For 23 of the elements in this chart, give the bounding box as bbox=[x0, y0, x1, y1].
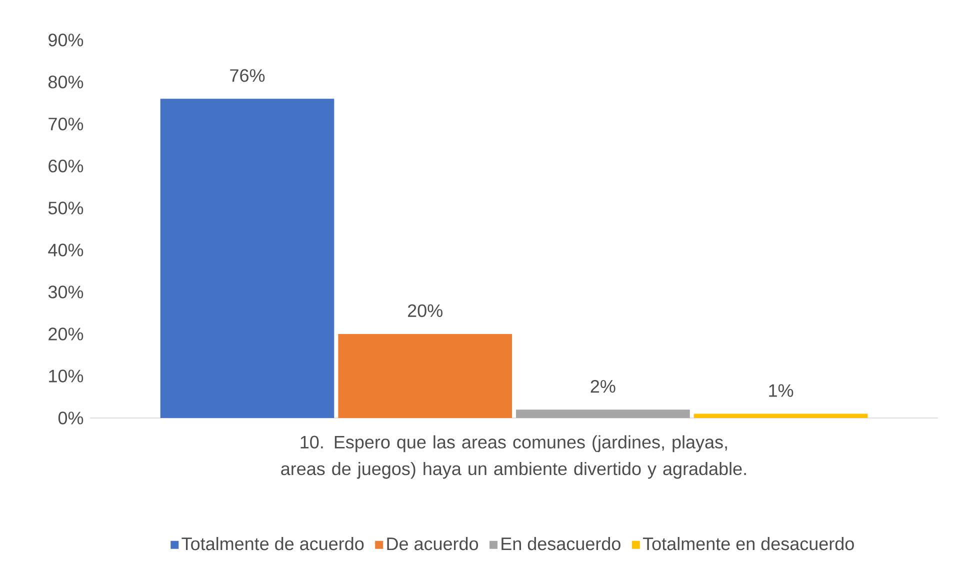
y-tick-label: 40% bbox=[48, 244, 84, 256]
y-tick-label: 30% bbox=[48, 286, 84, 298]
legend-label: De acuerdo bbox=[387, 536, 478, 550]
legend-label: En desacuerdo bbox=[502, 536, 620, 550]
y-tick-label: 20% bbox=[48, 328, 84, 340]
legend-label: Totalmente de acuerdo bbox=[182, 536, 364, 550]
y-tick-label: 50% bbox=[48, 202, 84, 214]
y-tick-label: 90% bbox=[48, 34, 84, 46]
data-label: 2% bbox=[590, 380, 616, 393]
y-tick-label: 80% bbox=[48, 76, 84, 88]
y-tick-label: 0% bbox=[58, 412, 84, 424]
bar bbox=[160, 98, 334, 418]
bar bbox=[338, 334, 512, 418]
y-tick-label: 60% bbox=[48, 160, 84, 172]
x-tick-label: 10. Espero que las areas comunes (jardines, playas, areas de juegos) haya un ambiente divertido y agradable. bbox=[281, 435, 746, 479]
data-label: 1% bbox=[769, 384, 794, 397]
bar bbox=[516, 410, 690, 418]
y-tick-label: 10% bbox=[49, 370, 84, 382]
y-tick-label: 70% bbox=[48, 118, 84, 130]
data-label: 20% bbox=[408, 304, 442, 318]
data-label: 76% bbox=[230, 69, 265, 82]
legend-label: Totalmente en desacuerdo bbox=[642, 536, 854, 550]
bar bbox=[694, 414, 868, 418]
